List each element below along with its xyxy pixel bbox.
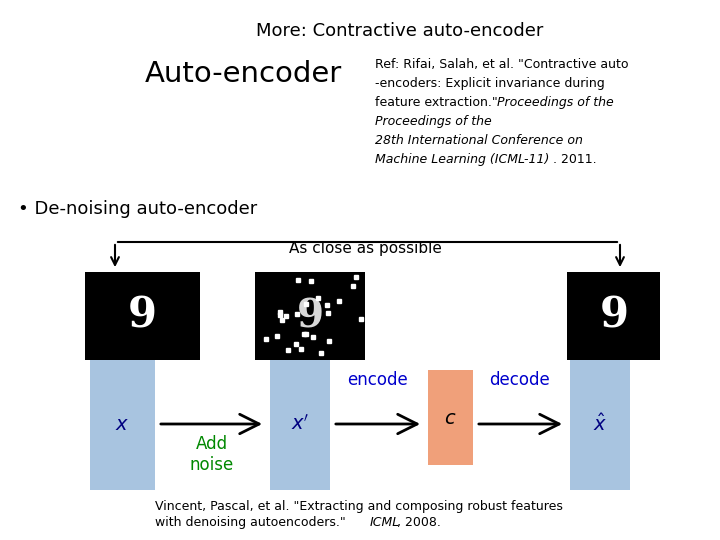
Text: 9: 9 bbox=[127, 295, 156, 337]
Bar bbox=[90, 358, 155, 490]
Text: 28th International Conference on: 28th International Conference on bbox=[375, 134, 583, 147]
Text: Ref: Rifai, Salah, et al. "Contractive auto: Ref: Rifai, Salah, et al. "Contractive a… bbox=[375, 58, 629, 71]
Text: $x'$: $x'$ bbox=[291, 414, 310, 434]
Text: Machine Learning (ICML-11): Machine Learning (ICML-11) bbox=[375, 153, 549, 166]
Text: ICML: ICML bbox=[370, 516, 400, 529]
Bar bbox=[567, 272, 660, 360]
Text: More: Contractive auto-encoder: More: Contractive auto-encoder bbox=[256, 22, 544, 40]
Text: feature extraction.": feature extraction." bbox=[375, 96, 498, 109]
Text: encode: encode bbox=[348, 371, 408, 389]
Text: $x$: $x$ bbox=[115, 415, 129, 434]
Text: $\hat{x}$: $\hat{x}$ bbox=[593, 413, 607, 435]
Text: Proceedings of the: Proceedings of the bbox=[375, 115, 492, 128]
Bar bbox=[270, 358, 330, 490]
Text: decode: decode bbox=[490, 371, 550, 389]
Text: • De-noising auto-encoder: • De-noising auto-encoder bbox=[18, 200, 257, 218]
Text: , 2008.: , 2008. bbox=[397, 516, 441, 529]
Bar bbox=[428, 370, 473, 465]
Text: Auto-encoder: Auto-encoder bbox=[145, 60, 342, 88]
Bar bbox=[85, 272, 200, 360]
Text: -encoders: Explicit invariance during: -encoders: Explicit invariance during bbox=[375, 77, 605, 90]
Bar bbox=[255, 272, 365, 360]
Text: Vincent, Pascal, et al. "Extracting and composing robust features: Vincent, Pascal, et al. "Extracting and … bbox=[155, 500, 563, 513]
Text: 9: 9 bbox=[600, 295, 629, 337]
Text: Add
noise: Add noise bbox=[190, 435, 234, 474]
Text: . 2011.: . 2011. bbox=[553, 153, 597, 166]
Text: Proceedings of the: Proceedings of the bbox=[493, 96, 613, 109]
Bar bbox=[570, 358, 630, 490]
Text: 9: 9 bbox=[297, 297, 323, 335]
Text: As close as possible: As close as possible bbox=[289, 240, 441, 255]
Text: with denoising autoencoders.": with denoising autoencoders." bbox=[155, 516, 350, 529]
Text: $c$: $c$ bbox=[444, 408, 456, 428]
